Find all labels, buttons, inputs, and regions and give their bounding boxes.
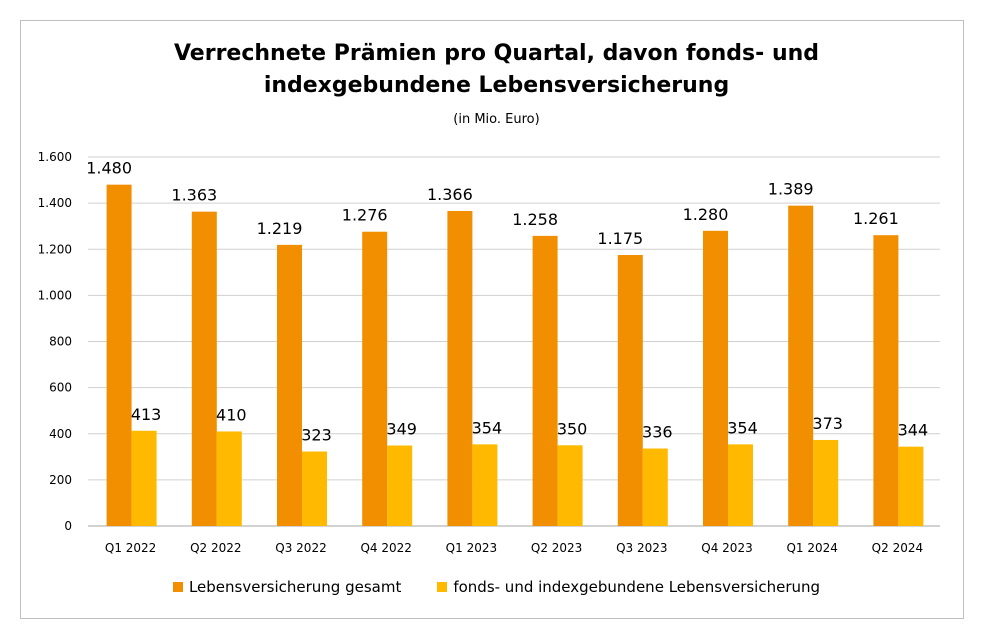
legend-swatch-gesamt <box>172 582 183 592</box>
bar-gesamt <box>277 244 302 527</box>
legend-item-fonds: fonds- und indexgebundene Lebensversiche… <box>437 578 820 596</box>
bar-gesamt <box>532 235 558 526</box>
data-label-gesamt: 1.175 <box>597 229 643 248</box>
x-tick-label: Q4 2022 <box>360 541 411 555</box>
chart-title: Verrechnete Prämien pro Quartal, davon f… <box>0 38 993 102</box>
bar-fonds <box>642 448 668 526</box>
y-tick-label: 200 <box>49 473 72 487</box>
y-tick-label: 600 <box>49 381 72 395</box>
y-tick-label: 1.400 <box>38 196 72 210</box>
data-label-gesamt: 1.280 <box>683 205 729 224</box>
x-tick-label: Q2 2024 <box>872 541 923 555</box>
x-tick-label: Q1 2023 <box>446 541 497 555</box>
data-label-gesamt: 1.261 <box>853 209 899 228</box>
data-label-fonds: 410 <box>216 405 247 424</box>
legend-swatch-fonds <box>437 582 448 592</box>
data-label-fonds: 323 <box>301 426 332 445</box>
data-label-fonds: 413 <box>131 405 162 424</box>
x-tick-label: Q4 2023 <box>701 541 752 555</box>
data-label-fonds: 336 <box>642 423 673 442</box>
y-tick-label: 1.600 <box>38 150 72 164</box>
data-label-gesamt: 1.219 <box>257 219 303 238</box>
chart-legend: Lebensversicherung gesamt fonds- und ind… <box>0 578 993 596</box>
y-tick-label: 400 <box>49 427 72 441</box>
data-label-gesamt: 1.258 <box>512 210 558 229</box>
x-tick-label: Q3 2022 <box>275 541 326 555</box>
legend-label-fonds: fonds- und indexgebundene Lebensversiche… <box>453 578 821 596</box>
y-tick-label: 0 <box>64 519 72 533</box>
chart-title-line-1: Verrechnete Prämien pro Quartal, davon f… <box>173 41 820 66</box>
data-label-gesamt: 1.480 <box>86 159 132 178</box>
bar-gesamt <box>191 211 217 526</box>
chart-subtitle: (in Mio. Euro) <box>453 112 540 127</box>
data-label-fonds: 354 <box>472 418 503 437</box>
bar-gesamt <box>873 235 899 526</box>
bar-fonds <box>728 444 753 526</box>
bar-fonds <box>216 431 242 526</box>
data-label-fonds: 350 <box>557 419 588 438</box>
data-label-gesamt: 1.366 <box>427 185 473 204</box>
data-label-gesamt: 1.363 <box>171 186 217 205</box>
bar-gesamt <box>106 184 132 527</box>
y-tick-label: 1.000 <box>38 288 72 302</box>
bar-gesamt <box>447 210 473 526</box>
bar-fonds <box>387 445 413 526</box>
x-tick-label: Q2 2023 <box>531 541 582 555</box>
bar-fonds <box>302 451 327 526</box>
bar-fonds <box>898 446 924 526</box>
bar-gesamt <box>362 231 388 526</box>
data-label-fonds: 354 <box>727 418 758 437</box>
legend-item-gesamt: Lebensversicherung gesamt <box>172 578 402 596</box>
bar-fonds <box>131 430 157 526</box>
bar-fonds <box>813 439 839 526</box>
y-tick-label: 800 <box>49 335 72 349</box>
data-label-fonds: 373 <box>812 414 843 433</box>
data-label-gesamt: 1.389 <box>768 180 814 199</box>
chart-title-line-2: indexgebundene Lebensversicherung <box>263 73 730 98</box>
bar-gesamt <box>703 230 728 527</box>
x-tick-label: Q1 2022 <box>105 541 156 555</box>
legend-label-gesamt: Lebensversicherung gesamt <box>188 578 402 596</box>
data-label-fonds: 344 <box>898 421 929 440</box>
y-tick-label: 1.200 <box>38 242 72 256</box>
x-tick-label: Q2 2022 <box>190 541 241 555</box>
bar-fonds <box>472 444 498 526</box>
bar-fonds <box>557 445 583 526</box>
data-label-fonds: 349 <box>386 420 417 439</box>
data-label-gesamt: 1.276 <box>342 206 388 225</box>
bar-gesamt <box>788 205 814 527</box>
x-tick-label: Q1 2024 <box>786 541 837 555</box>
x-tick-label: Q3 2023 <box>616 541 667 555</box>
bar-gesamt <box>617 255 643 526</box>
